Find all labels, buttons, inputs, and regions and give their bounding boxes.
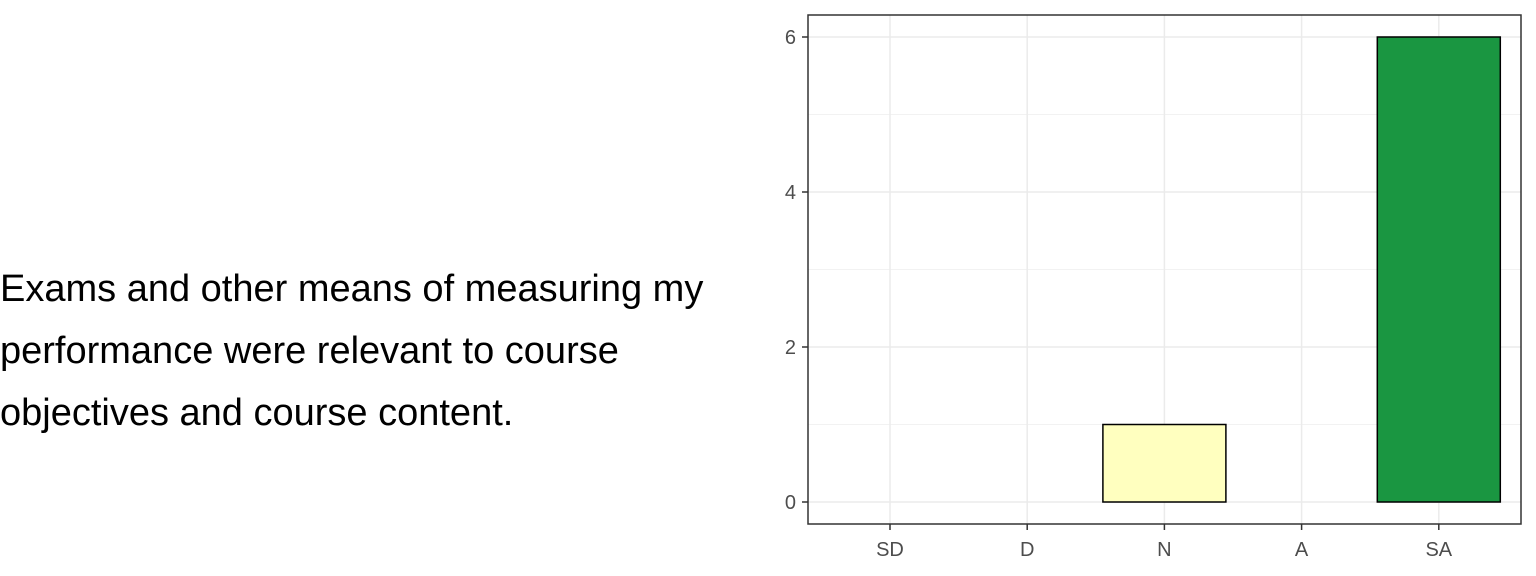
y-tick-label: 2	[785, 337, 796, 359]
bar-sa	[1376, 36, 1502, 503]
question-text: Exams and other means of measuring my pe…	[0, 258, 770, 444]
y-tick-label: 0	[785, 492, 796, 514]
question-line-2: performance were relevant to course	[0, 330, 619, 372]
chart-bars	[1102, 36, 1502, 503]
y-axis: 0 2 4 6	[785, 27, 808, 514]
question-line-3: objectives and course content.	[0, 392, 514, 434]
y-tick-label: 4	[785, 182, 796, 204]
x-tick-label: SA	[1425, 539, 1452, 561]
x-tick-label: A	[1295, 539, 1309, 561]
x-tick-label: SD	[876, 539, 904, 561]
y-tick-label: 6	[785, 27, 796, 49]
x-axis: SD D N A SA	[876, 524, 1453, 561]
bar-n	[1102, 423, 1227, 503]
x-tick-label: N	[1157, 539, 1171, 561]
x-tick-label: D	[1020, 539, 1034, 561]
question-line-1: Exams and other means of measuring my	[0, 268, 704, 310]
